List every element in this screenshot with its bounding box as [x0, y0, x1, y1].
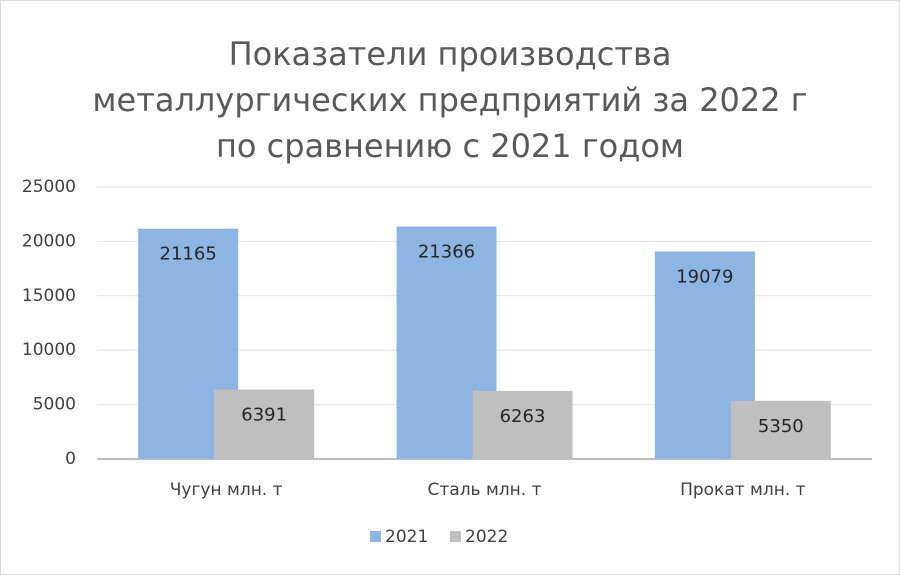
bar: [730, 400, 831, 459]
bar: [214, 389, 315, 459]
legend-swatch: [370, 531, 381, 542]
value-label: 21165: [160, 244, 217, 265]
x-tick-label: Прокат млн. т: [680, 480, 806, 500]
chart-title: по сравнению с 2021 годом: [216, 127, 684, 165]
y-tick-label: 20000: [22, 231, 76, 251]
value-label: 6391: [241, 404, 287, 425]
legend-swatch: [450, 531, 461, 542]
chart-title: Показатели производства: [229, 35, 672, 73]
y-tick-label: 0: [65, 449, 76, 469]
y-tick-label: 5000: [33, 395, 76, 415]
y-tick-label: 10000: [22, 340, 76, 360]
x-tick-label: Чугун млн. т: [170, 480, 283, 500]
x-tick-label: Сталь млн. т: [428, 480, 542, 500]
bar: [472, 390, 573, 459]
value-label: 21366: [418, 242, 475, 263]
chart-title: металлургических предприятий за 2022 г: [92, 81, 807, 119]
legend-label: 2021: [385, 527, 428, 547]
legend-label: 2022: [465, 527, 508, 547]
value-label: 19079: [676, 266, 733, 287]
y-tick-label: 15000: [22, 286, 76, 306]
y-tick-label: 25000: [22, 177, 76, 197]
value-label: 6263: [500, 406, 546, 427]
value-label: 5350: [758, 416, 804, 437]
